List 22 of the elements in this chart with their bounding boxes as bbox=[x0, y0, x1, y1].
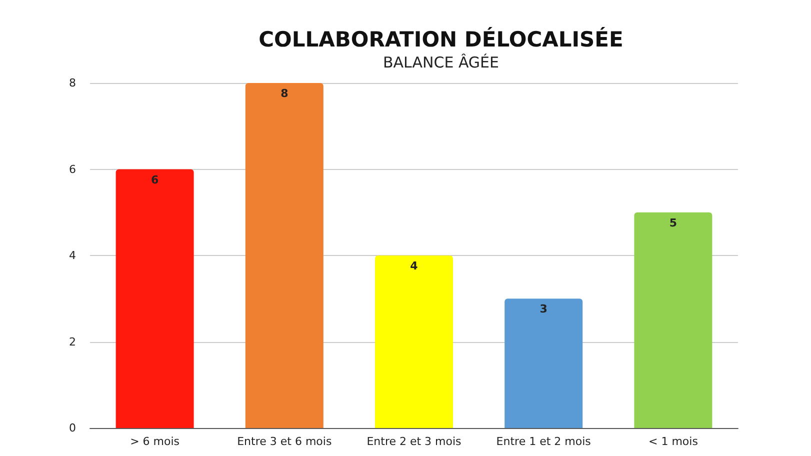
bar bbox=[504, 298, 583, 428]
bar bbox=[116, 169, 194, 428]
bar bbox=[375, 256, 453, 428]
chart-subtitle: BALANCE ÂGÉE bbox=[382, 54, 500, 72]
data-label: 8 bbox=[280, 87, 288, 100]
bar bbox=[634, 212, 712, 428]
chart-title: COLLABORATION DÉLOCALISÉE bbox=[258, 26, 624, 52]
data-label: 4 bbox=[410, 260, 418, 272]
data-label: 5 bbox=[669, 216, 678, 230]
y-tick-label: 0 bbox=[69, 422, 76, 434]
bar bbox=[245, 83, 324, 428]
data-label: 6 bbox=[150, 173, 159, 186]
data-label: 3 bbox=[540, 302, 548, 316]
x-tick-label: Entre 3 et 6 mois bbox=[237, 435, 332, 448]
x-tick-label: Entre 1 et 2 mois bbox=[496, 435, 592, 448]
y-tick-label: 4 bbox=[69, 249, 76, 262]
x-tick-label: > 6 mois bbox=[130, 435, 180, 448]
x-tick-label: < 1 mois bbox=[648, 435, 698, 448]
y-tick-label: 6 bbox=[69, 162, 76, 176]
x-tick-label: Entre 2 et 3 mois bbox=[366, 435, 462, 448]
y-tick-label: 2 bbox=[69, 335, 76, 348]
y-tick-label: 8 bbox=[69, 76, 76, 90]
